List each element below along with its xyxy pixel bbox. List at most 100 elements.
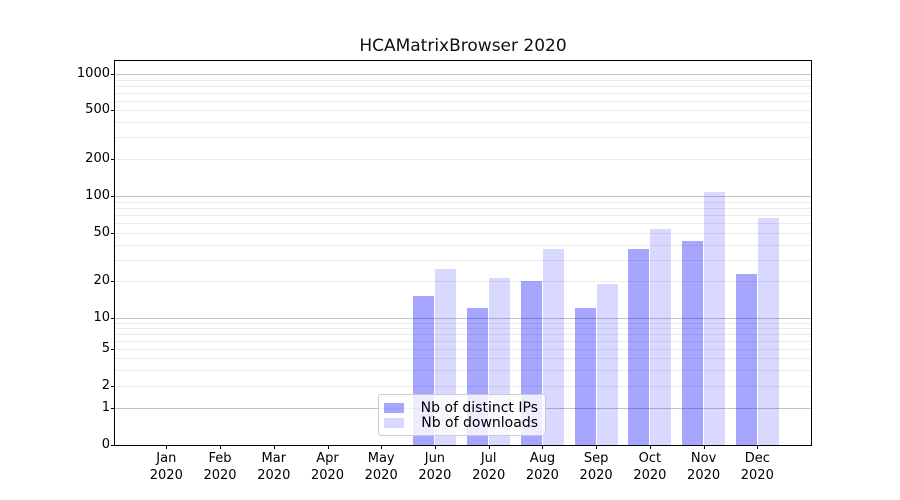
grid-line-minor (115, 100, 811, 102)
bar-downloads (704, 191, 726, 445)
grid-line-major (115, 74, 811, 75)
x-tick-label: Sep 2020 (568, 450, 624, 484)
x-tick-label-year: 2020 (579, 468, 613, 483)
bar-distinct-ips (682, 240, 704, 445)
x-tick (703, 445, 705, 449)
grid-line-minor (115, 334, 811, 335)
y-tick (111, 110, 115, 111)
grid-line-minor (115, 349, 811, 350)
x-tick (220, 445, 221, 449)
x-tick-label-year: 2020 (149, 468, 183, 483)
grid-line-minor (115, 233, 811, 234)
x-tick (596, 445, 598, 449)
x-tick-label-month: Nov (690, 451, 717, 466)
chart-title: HCAMatrixBrowser 2020 (359, 36, 567, 56)
x-tick-label: Jan 2020 (138, 450, 194, 484)
y-tick (111, 196, 115, 197)
y-tick (111, 349, 115, 350)
grid-line-minor (115, 358, 811, 359)
x-tick-label: Feb 2020 (192, 450, 248, 484)
x-tick (488, 445, 490, 449)
grid-line-minor (115, 340, 811, 342)
y-tick (111, 74, 115, 75)
x-tick-label-month: Sep (583, 451, 609, 466)
y-tick-label: 100 (85, 188, 110, 203)
x-tick (327, 445, 329, 449)
grid-line-minor (115, 281, 811, 282)
grid-line-minor (115, 223, 811, 225)
y-tick (111, 159, 115, 160)
x-tick-label: Oct 2020 (622, 450, 678, 484)
bar-distinct-ips (735, 273, 757, 445)
y-tick-label: 1 (101, 399, 110, 415)
grid-line-minor (115, 259, 811, 261)
x-tick-label-month: May (367, 451, 395, 466)
plot-area: 0 1 2 5 10 20 50 100 200 500 1000 Jan 2020 Feb 2020 Mar… (77, 60, 812, 483)
grid-line-minor (115, 244, 811, 246)
y-tick (111, 233, 115, 234)
x-tick-label-year: 2020 (525, 468, 559, 483)
x-tick-label-year: 2020 (364, 468, 398, 483)
legend: Nb of distinct IPs Nb of downloads (378, 394, 546, 436)
grid-line-minor (115, 110, 811, 111)
bar-downloads (757, 218, 779, 445)
x-tick (757, 445, 759, 449)
grid-line-minor (115, 207, 811, 209)
y-tick (111, 445, 115, 446)
legend-swatch-downloads (384, 417, 404, 428)
bar-distinct-ips (628, 248, 650, 445)
x-tick-label-month: Oct (638, 451, 662, 466)
grid-line-minor (115, 92, 811, 94)
x-tick (649, 445, 651, 449)
y-tick-label: 10 (93, 310, 110, 325)
y-tick-label: 500 (85, 102, 110, 117)
x-tick (166, 445, 168, 449)
y-tick (111, 281, 115, 282)
grid-line-major (115, 318, 811, 319)
x-tick-label-month: Aug (529, 451, 556, 466)
x-tick-label-month: Jun (424, 451, 446, 466)
x-tick-label-month: Feb (208, 451, 232, 466)
x-tick (542, 445, 544, 449)
y-tick-label: 0 (101, 437, 110, 452)
y-tick (111, 407, 115, 409)
x-tick-label: Jun 2020 (407, 450, 463, 484)
grid-line-minor (115, 322, 811, 324)
x-tick-label-year: 2020 (203, 468, 237, 483)
x-tick (273, 445, 275, 449)
x-tick-label-year: 2020 (310, 468, 345, 483)
bar-downloads (650, 228, 672, 445)
grid-line-minor (115, 121, 811, 123)
grid-line-minor (115, 215, 811, 216)
x-tick-label-year: 2020 (472, 468, 506, 483)
grid-line-minor (115, 85, 811, 87)
bar-distinct-ips (574, 308, 596, 445)
legend-item-distinct-ips: Nb of distinct IPs (384, 399, 538, 416)
grid-line-minor (115, 369, 811, 371)
x-tick (381, 445, 383, 449)
x-tick-label-year: 2020 (740, 468, 774, 483)
y-tick-label: 50 (93, 225, 110, 240)
x-tick-label: Aug 2020 (514, 450, 570, 484)
x-tick-label-month: Mar (261, 451, 287, 466)
legend-item-downloads: Nb of downloads (384, 414, 538, 431)
legend-label-downloads: Nb of downloads (421, 414, 538, 431)
grid-line-minor (115, 201, 811, 203)
x-tick-label-year: 2020 (687, 468, 721, 483)
x-tick-label: May 2020 (353, 450, 409, 484)
x-tick-label: Apr 2020 (300, 450, 356, 484)
grid-line-minor (115, 79, 811, 81)
legend-label-distinct-ips: Nb of distinct IPs (420, 399, 538, 416)
y-tick-label: 20 (93, 273, 110, 288)
x-tick-label: Jul 2020 (461, 450, 517, 484)
bar-downloads (596, 283, 618, 445)
y-tick-label: 2 (101, 378, 110, 393)
y-tick (111, 386, 115, 387)
x-tick-label: Mar 2020 (246, 450, 302, 484)
x-tick (434, 445, 436, 449)
x-tick-label-year: 2020 (257, 468, 291, 483)
grid-line-minor (115, 159, 811, 160)
y-tick-label: 200 (85, 151, 110, 166)
x-tick-label-month: Jul (480, 451, 497, 466)
